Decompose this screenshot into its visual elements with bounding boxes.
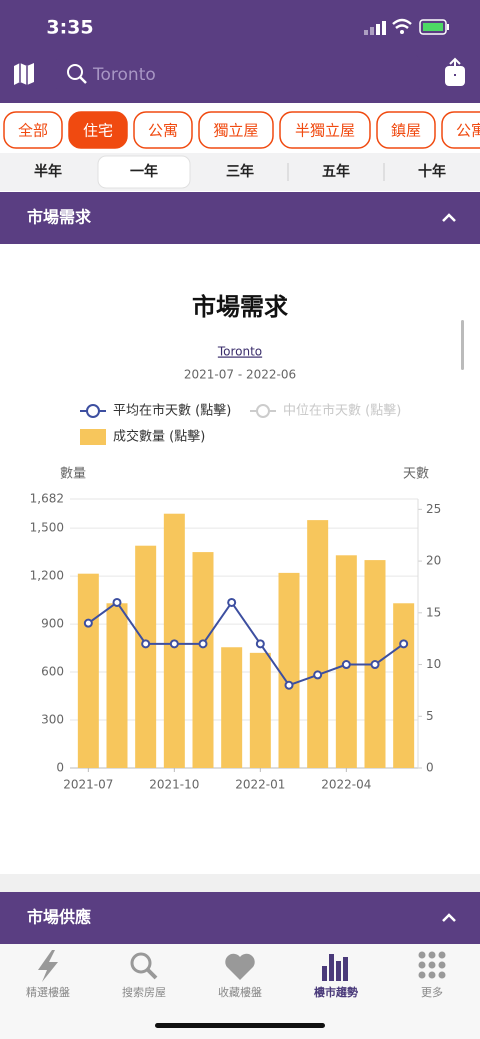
line-point [341,660,351,670]
y-tick-label: 1,682 [30,492,64,506]
line-point [284,680,294,690]
y2-tick-label: 10 [426,657,441,671]
bar [307,520,329,768]
period-label[interactable]: 三年 [226,163,254,180]
tab-label[interactable]: 更多 [421,985,443,999]
line-point [255,639,265,649]
scrollbar [461,320,464,370]
search-box[interactable] [56,54,420,94]
status-icons [364,18,449,35]
section-title: 市場需求 [27,208,92,227]
type-chip[interactable] [198,111,274,149]
chart-subtitle-link[interactable]: Toronto [217,345,262,359]
type-chip-label[interactable]: 全部 [18,122,48,140]
line-point [169,639,179,649]
type-chip-label[interactable]: 獨立屋 [213,122,258,140]
y-tick-label: 900 [41,617,64,631]
status-time: 3:35 [46,17,93,39]
period-label[interactable]: 一年 [130,163,158,180]
y-axis-label: 數量 [60,467,86,482]
type-chip[interactable] [133,111,193,149]
bar [135,545,157,768]
chart-date-range: 2021-07 - 2022-06 [184,368,296,382]
y2-tick-label: 20 [426,554,441,568]
tab-label[interactable]: 樓市趨勢 [314,985,358,999]
search-icon [67,64,87,84]
period-selected[interactable] [97,155,191,189]
y-tick-label: 1,200 [30,569,64,583]
home-indicator [155,1023,325,1028]
y2-tick-label: 15 [426,605,441,619]
section-header[interactable] [0,892,480,944]
type-chip-label[interactable]: 住宅 [83,122,113,140]
section-header[interactable] [0,192,480,244]
line-point [313,670,323,680]
collapse-icon[interactable] [442,213,456,222]
period-row [0,153,480,191]
line-point [370,660,380,670]
y-tick-label: 0 [56,761,64,775]
y-tick-label: 600 [41,665,64,679]
line-point [83,618,93,628]
line-point [198,639,208,649]
tab-label[interactable]: 精選樓盤 [26,985,70,999]
period-label[interactable]: 五年 [322,163,350,180]
chart-title: 市場需求 [192,293,288,321]
type-chip-label[interactable]: 鎮屋 [391,122,421,140]
y2-tick-label: 5 [426,709,434,723]
tab-icons [38,950,446,982]
type-chip-label[interactable]: 公寓 [148,122,178,140]
bar [393,603,415,768]
line-point [141,639,151,649]
period-label[interactable]: 十年 [418,163,446,180]
x-tick-label: 2021-10 [149,778,199,792]
tab-label[interactable]: 搜索房屋 [122,985,166,999]
chart-card [0,244,480,874]
type-chip[interactable] [3,111,63,149]
type-chip-label[interactable]: 半獨立屋 [295,122,355,140]
collapse-icon[interactable] [442,913,456,922]
x-tick-label: 2022-01 [235,778,285,792]
bar [249,652,271,768]
line-point [227,597,237,607]
legend-marker[interactable] [86,404,100,418]
line [87,600,405,687]
bar [221,647,243,768]
legend-swatch[interactable] [80,429,106,445]
type-chip[interactable] [441,111,480,149]
share-icon[interactable] [445,57,465,86]
bar [278,572,300,768]
search-placeholder[interactable]: Toronto [92,65,156,85]
type-chip-label[interactable]: 公寓 [456,122,480,140]
line-point [399,639,409,649]
period-label[interactable]: 半年 [34,163,62,180]
type-chip[interactable] [376,111,436,149]
y2-tick-label: 25 [426,502,441,516]
section-title: 市場供應 [27,908,91,927]
gap [0,874,480,892]
line-point [112,597,122,607]
legend-marker[interactable] [256,404,270,418]
tab-label[interactable]: 收藏樓盤 [218,985,262,999]
legend-label[interactable]: 成交數量 (點擊) [113,429,205,445]
bar [192,552,214,768]
type-chip[interactable] [68,111,128,149]
map-icon[interactable] [14,63,34,85]
x-tick-label: 2021-07 [63,778,113,792]
y-tick-label: 1,500 [30,521,64,535]
legend-label[interactable]: 平均在市天數 (點擊) [113,403,231,419]
type-chip[interactable] [279,111,371,149]
y-tick-label: 300 [41,713,64,727]
x-tick-label: 2022-04 [321,778,371,792]
legend-label[interactable]: 中位在市天數 (點擊) [283,403,401,419]
bar [106,603,128,768]
y2-axis-label: 天數 [403,467,429,482]
y2-tick-label: 0 [426,761,434,775]
bar [77,573,99,768]
